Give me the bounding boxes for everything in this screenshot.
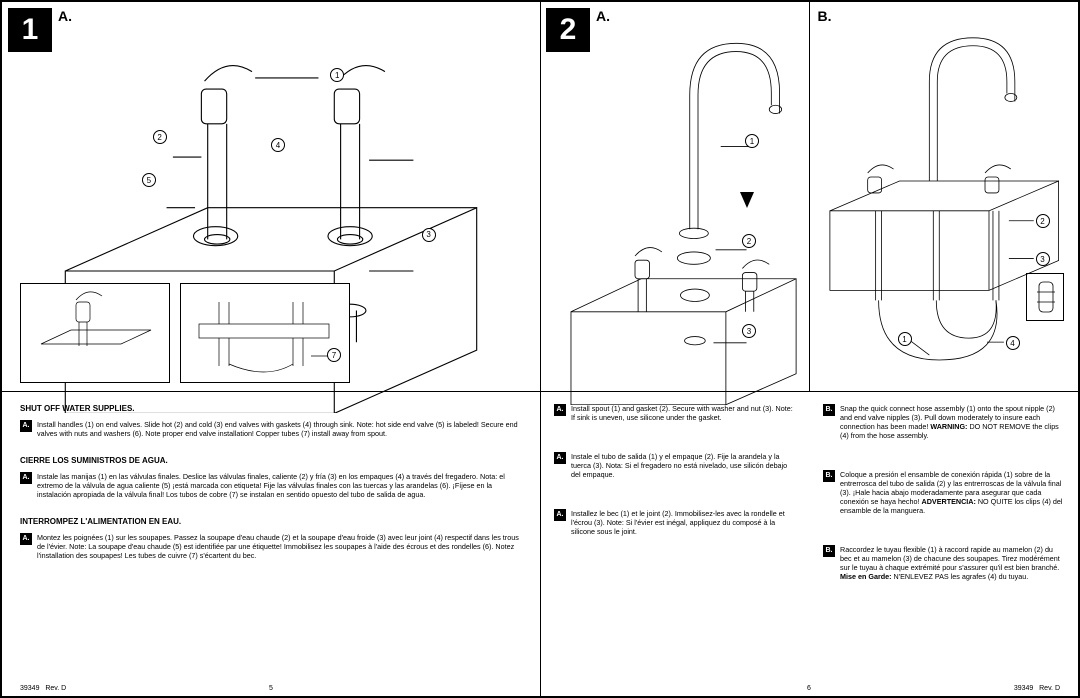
step2-col-a: A. Install spout (1) and gasket (2). Sec… (540, 392, 809, 696)
callout-5: 5 (142, 173, 156, 187)
page-number-right: 6 (807, 685, 811, 692)
step1-es-heading: CIERRE LOS SUMINISTROS DE AGUA. (20, 456, 522, 466)
s2-es-a-text: Instale el tubo de salida (1) y el empaq… (571, 452, 795, 479)
letter-a-fr: A. (20, 533, 32, 545)
step2-diagram-row: 2 A. (540, 2, 1078, 392)
letter-a-en: A. (20, 420, 32, 432)
step2b-figure (810, 2, 1078, 390)
step-number-2: 2 (546, 8, 590, 52)
instruction-spread: 1 A. (0, 0, 1080, 698)
rev-r: Rev. D (1039, 685, 1060, 692)
page-right: 2 A. (540, 2, 1078, 696)
step1-en-text: Install handles (1) on end valves. Slide… (37, 420, 522, 438)
doc-num-r: 39349 (1014, 685, 1033, 692)
page-number-left: 5 (269, 685, 273, 692)
step2-fr-b: B. Raccordez le tuyau flexible (1) à rac… (823, 545, 1064, 581)
step2-panel-a: 2 A. (540, 2, 810, 391)
s2a-callout-2: 2 (742, 234, 756, 248)
s2a-callout-1: 1 (745, 134, 759, 148)
step2-en-a: A. Install spout (1) and gasket (2). Sec… (554, 404, 795, 422)
s2-en-a-letter: A. (554, 404, 566, 416)
s2a-callout-3: 3 (742, 324, 756, 338)
s2-en-b-text: Snap the quick connect hose assembly (1)… (840, 404, 1064, 440)
install-arrow-icon (740, 192, 754, 208)
step1-es-text: Instale las manijas (1) en las válvulas … (37, 472, 522, 499)
s2-fr-a-letter: A. (554, 509, 566, 521)
step2-panel-b: B. (810, 2, 1079, 391)
s2-en-b-letter: B. (823, 404, 835, 416)
clip-detail-box (1026, 273, 1064, 321)
s2b-callout-1: 1 (898, 332, 912, 346)
footer-right: 6 39349 Rev. D (540, 685, 1078, 692)
step2-fr-a: A. Installez le bec (1) et le joint (2).… (554, 509, 795, 536)
s2-es-b-text: Coloque a presión el ensamble de conexió… (840, 470, 1064, 515)
s2b-callout-2: 2 (1036, 214, 1050, 228)
step1-fr: INTERROMPEZ L'ALIMENTATION EN EAU. A. Mo… (20, 517, 522, 560)
step1-panel: 1 A. (2, 2, 540, 391)
step1-diagram-row: 1 A. (2, 2, 540, 392)
s2b-callout-4: 4 (1006, 336, 1020, 350)
step2a-figure (540, 2, 809, 405)
step1-fr-heading: INTERROMPEZ L'ALIMENTATION EN EAU. (20, 517, 522, 527)
s2-es-b-letter: B. (823, 470, 835, 482)
step1-subpanel-right: 7 (180, 283, 350, 383)
footer-left: 39349 Rev. D 5 (2, 685, 540, 692)
step-number-1: 1 (8, 8, 52, 52)
callout-7: 7 (327, 348, 341, 362)
s2-fr-b-text: Raccordez le tuyau flexible (1) à raccor… (840, 545, 1064, 581)
step2-instructions: A. Install spout (1) and gasket (2). Sec… (540, 392, 1078, 696)
callout-3: 3 (422, 228, 436, 242)
page-left: 1 A. (2, 2, 540, 696)
s2b-callout-3: 3 (1036, 252, 1050, 266)
letter-a-es: A. (20, 472, 32, 484)
rev: Rev. D (45, 685, 66, 692)
step1-subpanel-left (20, 283, 170, 383)
callout-2: 2 (153, 130, 167, 144)
s2-es-a-letter: A. (554, 452, 566, 464)
s2-fr-a-text: Installez le bec (1) et le joint (2). Im… (571, 509, 795, 536)
step1-es: CIERRE LOS SUMINISTROS DE AGUA. A. Insta… (20, 456, 522, 499)
step2-en-b: B. Snap the quick connect hose assembly … (823, 404, 1064, 440)
s2-fr-b-letter: B. (823, 545, 835, 557)
step2-col-b: B. Snap the quick connect hose assembly … (809, 392, 1078, 696)
s2-en-a-text: Install spout (1) and gasket (2). Secure… (571, 404, 795, 422)
step2-es-b: B. Coloque a presión el ensamble de cone… (823, 470, 1064, 515)
step1-instructions: SHUT OFF WATER SUPPLIES. A. Install hand… (2, 392, 540, 696)
step2-es-a: A. Instale el tubo de salida (1) y el em… (554, 452, 795, 479)
step1-fr-text: Montez les poignées (1) sur les soupapes… (37, 533, 522, 560)
doc-num: 39349 (20, 685, 39, 692)
